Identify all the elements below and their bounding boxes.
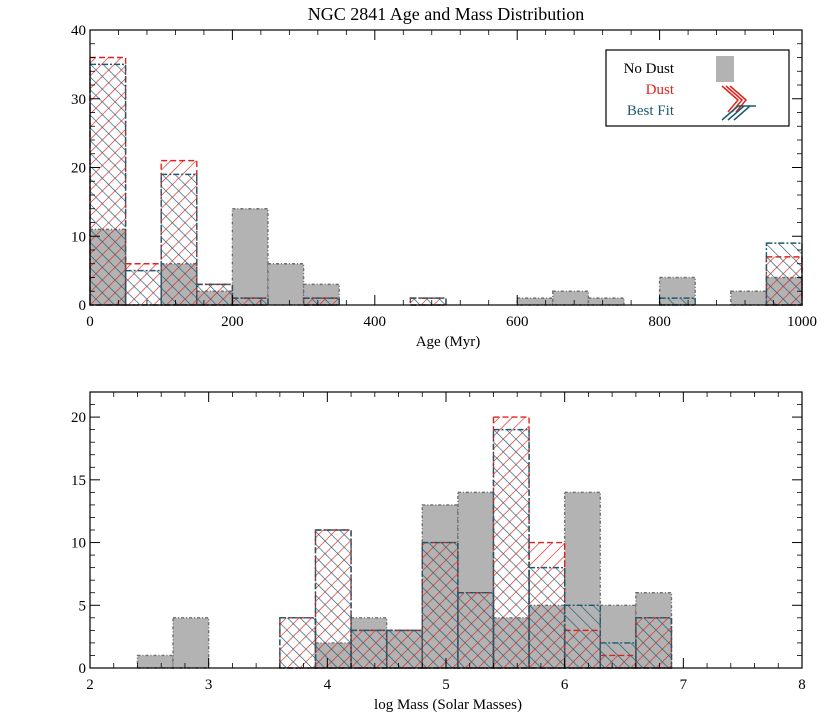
age-x-tick-label: 400 [364, 314, 387, 330]
mass-y-tick-label: 10 [71, 536, 86, 552]
mass-bar-best-fit [563, 604, 601, 669]
mass-bar-best-fit [350, 629, 388, 669]
mass-y-tick-label: 5 [79, 598, 87, 614]
age-x-tick-label: 600 [506, 314, 529, 330]
mass-bar-best-fit [314, 529, 352, 669]
age-bar-best-fit [89, 63, 127, 306]
age-bar-best-fit [160, 173, 198, 306]
mass-bar-no-dust [136, 654, 174, 669]
age-bar-best-fit [124, 269, 162, 306]
age-x-tick-label: 200 [221, 314, 244, 330]
mass-x-tick-label: 8 [798, 677, 806, 693]
legend-label-best-fit: Best Fit [627, 103, 675, 119]
age-bar-best-fit [196, 283, 234, 306]
age-bar-best-fit [302, 297, 340, 306]
age-y-tick-label: 40 [71, 23, 86, 39]
mass-x-tick-label: 6 [561, 677, 569, 693]
mass-bar-best-fit [599, 642, 637, 669]
mass-bar-no-dust [172, 617, 210, 669]
mass-y-tick-label: 20 [71, 410, 86, 426]
age-y-tick-label: 0 [79, 298, 87, 314]
age-y-tick-label: 30 [71, 92, 86, 108]
mass-series-best-fit [279, 428, 673, 669]
mass-bar-best-fit [528, 566, 566, 669]
age-x-tick-label: 1000 [787, 314, 817, 330]
age-bar-no-dust [231, 208, 269, 306]
age-bar-best-fit [409, 297, 447, 306]
legend-label-no-dust: No Dust [624, 61, 675, 77]
mass-y-tick-label: 15 [71, 473, 86, 489]
mass-x-tick-label: 4 [324, 677, 332, 693]
chart-title: NGC 2841 Age and Mass Distribution [308, 4, 585, 24]
legend-swatch-no-dust [716, 56, 734, 82]
age-x-axis-label: Age (Myr) [416, 334, 481, 350]
age-y-tick-label: 10 [71, 229, 86, 245]
mass-bar-best-fit [635, 617, 673, 669]
age-x-tick-label: 0 [86, 314, 94, 330]
age-bar-best-fit [765, 242, 803, 306]
age-x-tick-label: 800 [648, 314, 671, 330]
age-y-tick-label: 20 [71, 161, 86, 177]
mass-bar-best-fit [421, 541, 459, 669]
mass-histogram-panel: 2 3 4 5 6 7 8 0 5 10 15 20 log Mass (Solar Masses) [71, 391, 806, 713]
age-bar-best-fit [658, 297, 696, 306]
age-bar-best-fit [231, 297, 269, 306]
legend-box [605, 49, 790, 127]
age-bar-no-dust [267, 263, 305, 306]
age-histogram-panel: 0 200 400 600 800 1000 0 10 20 30 40 Age (Myr) [71, 23, 817, 350]
mass-y-tick-label: 0 [79, 661, 87, 677]
mass-x-axis-label: log Mass (Solar Masses) [374, 697, 522, 713]
mass-bar-best-fit [385, 629, 423, 669]
mass-x-tick-label: 5 [442, 677, 450, 693]
legend-swatch-best-fit [721, 105, 756, 121]
mass-x-tick-label: 7 [680, 677, 688, 693]
age-series-best-fit [89, 63, 803, 306]
mass-bar-best-fit [457, 592, 495, 669]
age-bar-no-dust [552, 290, 590, 306]
age-bar-no-dust [730, 290, 768, 306]
mass-bar-best-fit [279, 617, 317, 669]
mass-x-tick-label: 3 [205, 677, 213, 693]
age-bar-no-dust [516, 297, 554, 306]
mass-x-tick-label: 2 [86, 677, 94, 693]
age-bar-no-dust [587, 297, 625, 306]
mass-bar-best-fit [492, 428, 530, 669]
legend-label-dust: Dust [646, 82, 675, 98]
legend: No Dust Dust Best Fit [605, 49, 790, 127]
